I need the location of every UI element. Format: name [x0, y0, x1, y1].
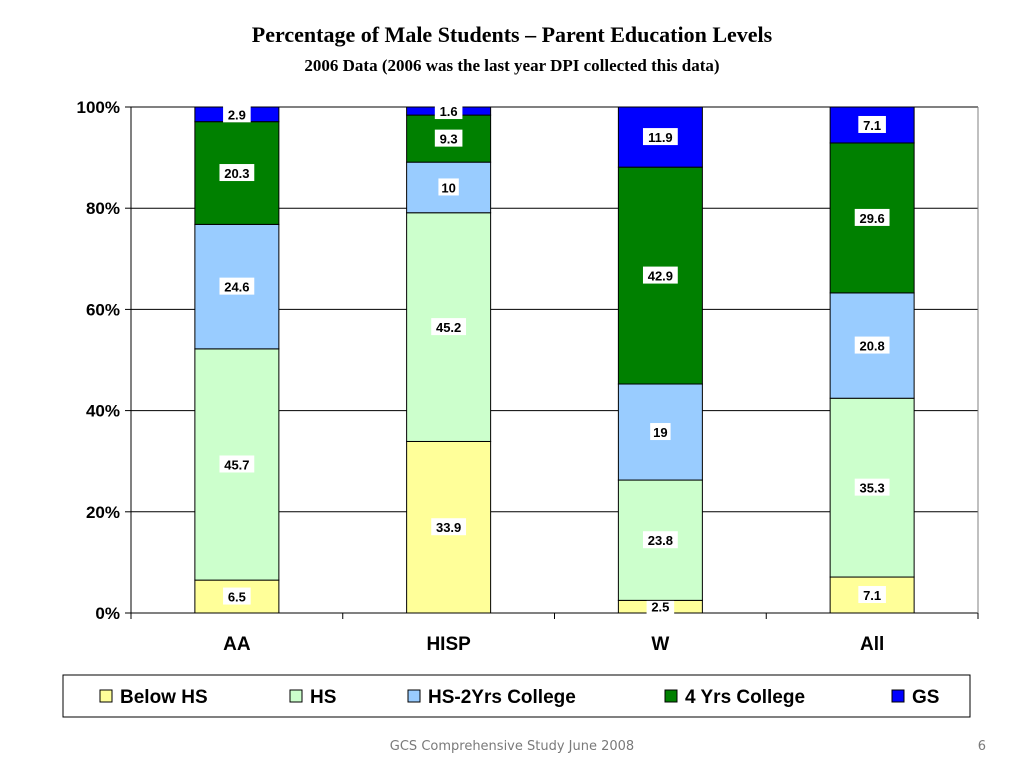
- chart-title: Percentage of Male Students – Parent Edu…: [251, 22, 773, 47]
- data-label-bg: [219, 164, 255, 182]
- data-label-bg: [650, 423, 671, 441]
- legend-label: Below HS: [120, 687, 208, 708]
- data-label-bg: [854, 478, 890, 496]
- data-label-bg: [219, 455, 255, 473]
- data-label: 11.9: [648, 130, 673, 145]
- data-label-bg: [858, 586, 886, 604]
- legend-swatch: [407, 689, 421, 703]
- legend-swatch: [891, 689, 905, 703]
- page-number: 6: [977, 739, 986, 754]
- data-label: 7.1: [863, 118, 881, 133]
- legend-label: HS: [310, 687, 336, 708]
- x-tick-label: HISP: [426, 634, 471, 655]
- legend-label: HS-2Yrs College: [428, 687, 576, 708]
- data-label: 23.8: [648, 533, 673, 548]
- y-tick-label: 20%: [86, 503, 120, 522]
- data-label-bg: [223, 587, 251, 605]
- legend-swatch: [289, 689, 303, 703]
- data-label-bg: [431, 318, 467, 336]
- data-label-bg: [219, 277, 255, 295]
- y-tick-label: 80%: [86, 199, 120, 218]
- data-label: 24.6: [224, 280, 249, 295]
- data-label-bg: [434, 102, 463, 120]
- data-label-bg: [431, 518, 467, 536]
- chart-subtitle: 2006 Data (2006 was the last year DPI co…: [304, 56, 720, 75]
- legend: [62, 674, 971, 718]
- data-label: 9.3: [440, 132, 458, 147]
- y-tick-label: 40%: [86, 402, 120, 421]
- footer-text: GCS Comprehensive Study June 2008: [389, 739, 635, 754]
- data-label: 45.2: [436, 320, 461, 335]
- data-label-bg: [854, 208, 890, 226]
- y-tick-label: 0%: [95, 604, 120, 623]
- data-label: 35.3: [859, 481, 884, 496]
- data-label-bg: [642, 128, 678, 146]
- data-label: 20.8: [859, 339, 884, 354]
- data-label: 33.9: [436, 520, 461, 535]
- y-tick-label: 100%: [77, 98, 120, 117]
- data-label-bg: [854, 336, 890, 354]
- x-tick-label: W: [651, 634, 669, 655]
- data-label-bg: [646, 597, 675, 615]
- data-label: 10: [441, 180, 455, 195]
- data-label: 42.9: [648, 269, 673, 284]
- data-label: 45.7: [224, 457, 249, 472]
- bar-segment: [194, 121, 280, 225]
- data-label: 2.9: [228, 107, 246, 122]
- data-label: 7.1: [863, 588, 881, 603]
- y-tick-label: 60%: [86, 300, 120, 319]
- data-label: 2.5: [651, 600, 669, 615]
- x-tick-label: All: [860, 634, 884, 655]
- data-label-bg: [858, 115, 886, 133]
- legend-swatch: [99, 689, 113, 703]
- legend-label: 4 Yrs College: [685, 687, 805, 708]
- data-label: 19: [653, 425, 667, 440]
- data-label: 6.5: [228, 590, 246, 605]
- stacked-bar-chart: 0% 20% 40% 60% 80% 100% 6.5 45.7 24.6 20.3 2.9 AA 33…: [62, 98, 979, 718]
- data-label-bg: [642, 266, 678, 284]
- legend-label: GS: [912, 687, 939, 708]
- data-label: 1.6: [440, 104, 458, 119]
- data-label-bg: [642, 531, 678, 549]
- data-label-bg: [434, 129, 463, 147]
- data-label: 29.6: [859, 211, 884, 226]
- legend-swatch: [664, 689, 678, 703]
- data-label: 20.3: [224, 166, 249, 181]
- data-label-bg: [438, 178, 459, 196]
- x-tick-label: AA: [223, 634, 251, 655]
- data-label-bg: [223, 105, 251, 123]
- bar-segment: [829, 142, 915, 294]
